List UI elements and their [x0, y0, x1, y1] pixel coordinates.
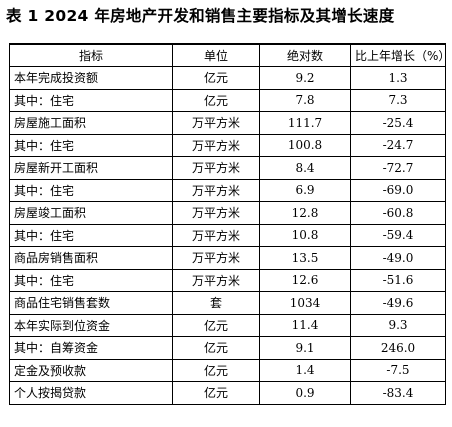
table-row: 房屋竣工面积 万平方米 12.8 -60.8: [9, 201, 446, 225]
header-unit: 单位: [172, 43, 260, 67]
row-indicator: 其中：住宅: [9, 133, 173, 157]
row-unit: 亿元: [172, 358, 260, 382]
row-absolute-value: 1034: [259, 291, 351, 315]
row-growth-rate: 7.3: [350, 88, 446, 112]
indicator-table: 指标 单位 绝对数 比上年增长（%） 本年完成投资额 亿元 9.2 1.3 其中：住宅亿…: [9, 43, 446, 405]
row-indicator: 个人按揭贷款: [9, 381, 173, 405]
row-growth-rate: -24.7: [350, 133, 446, 157]
table-row: 本年完成投资额 亿元 9.2 1.3: [9, 66, 446, 90]
row-absolute-value: 9.1: [259, 336, 351, 360]
row-indicator: 其中：自筹资金: [9, 336, 173, 360]
row-indicator: 本年实际到位资金: [9, 313, 173, 337]
table-row: 其中：住宅 万平方米 12.6 -51.6: [9, 268, 446, 292]
row-absolute-value: 11.4: [259, 313, 351, 337]
row-absolute-value: 8.4: [259, 156, 351, 180]
header-indicator: 指标: [9, 43, 173, 67]
table-row: 其中：自筹资金 亿元 9.1 246.0: [9, 336, 446, 360]
header-growth: 比上年增长（%）: [350, 43, 446, 67]
row-indicator: 商品住宅销售套数: [9, 291, 173, 315]
row-indicator: 定金及预收款: [9, 358, 173, 382]
row-unit: 亿元: [172, 66, 260, 90]
table-row: 个人按揭贷款 亿元 0.9 -83.4: [9, 381, 446, 405]
row-growth-rate: -49.6: [350, 291, 446, 315]
table-title: 表 1 2024 年房地产开发和销售主要指标及其增长速度: [6, 7, 395, 25]
row-absolute-value: 6.9: [259, 178, 351, 202]
row-absolute-value: 111.7: [259, 111, 351, 135]
table-row: 其中：住宅 万平方米 6.9 -69.0: [9, 178, 446, 202]
row-growth-rate: -60.8: [350, 201, 446, 225]
row-indicator: 房屋施工面积: [9, 111, 173, 135]
row-absolute-value: 100.8: [259, 133, 351, 157]
row-unit: 万平方米: [172, 246, 260, 270]
table-row: 商品住宅销售套数套 1034 -49.6: [9, 291, 446, 315]
row-growth-rate: -49.0: [350, 246, 446, 270]
row-growth-rate: -83.4: [350, 381, 446, 405]
table-row: 本年实际到位资金 亿元 11.4 9.3: [9, 313, 446, 337]
row-unit: 万平方米: [172, 178, 260, 202]
row-absolute-value: 13.5: [259, 246, 351, 270]
header-row: 指标 单位 绝对数 比上年增长（%）: [9, 43, 446, 67]
table-body: 本年完成投资额 亿元 9.2 1.3 其中：住宅 亿元 7.8 7.3 房屋施工面积 万平方米 11…: [9, 66, 446, 405]
row-indicator: 其中：住宅: [9, 223, 173, 247]
row-growth-rate: -7.5: [350, 358, 446, 382]
row-absolute-value: 1.4: [259, 358, 351, 382]
row-unit: 万平方米: [172, 201, 260, 225]
header-absolute: 绝对数: [259, 43, 351, 67]
row-unit: 亿元: [172, 381, 260, 405]
row-indicator: 商品房销售面积: [9, 246, 173, 270]
row-absolute-value: 10.8: [259, 223, 351, 247]
row-indicator: 本年完成投资额: [9, 66, 173, 90]
row-growth-rate: -69.0: [350, 178, 446, 202]
row-growth-rate: -51.6: [350, 268, 446, 292]
row-unit: 万平方米: [172, 268, 260, 292]
row-unit: 万平方米: [172, 111, 260, 135]
table-row: 房屋新开工面积 万平方米 8.4 -72.7: [9, 156, 446, 180]
row-absolute-value: 7.8: [259, 88, 351, 112]
row-growth-rate: 246.0: [350, 336, 446, 360]
row-growth-rate: 1.3: [350, 66, 446, 90]
table-row: 其中：住宅 万平方米 100.8 -24.7: [9, 133, 446, 157]
row-indicator: 其中：住宅: [9, 88, 173, 112]
row-growth-rate: -59.4: [350, 223, 446, 247]
row-unit: 亿元: [172, 313, 260, 337]
row-unit: 亿元: [172, 88, 260, 112]
row-indicator: 其中：住宅: [9, 178, 173, 202]
row-absolute-value: 12.8: [259, 201, 351, 225]
row-absolute-value: 0.9: [259, 381, 351, 405]
row-indicator: 其中：住宅: [9, 268, 173, 292]
table-row: 房屋施工面积 万平方米 111.7 -25.4: [9, 111, 446, 135]
row-indicator: 房屋竣工面积: [9, 201, 173, 225]
row-unit: 万平方米: [172, 156, 260, 180]
row-unit: 万平方米: [172, 133, 260, 157]
table-row: 定金及预收款 亿元 1.4 -7.5: [9, 358, 446, 382]
table-row: 商品房销售面积 万平方米 13.5 -49.0: [9, 246, 446, 270]
row-unit: 套: [172, 291, 260, 315]
row-unit: 亿元: [172, 336, 260, 360]
table-row: 其中：住宅 亿元 7.8 7.3: [9, 88, 446, 112]
row-absolute-value: 12.6: [259, 268, 351, 292]
row-unit: 万平方米: [172, 223, 260, 247]
row-growth-rate: -25.4: [350, 111, 446, 135]
row-absolute-value: 9.2: [259, 66, 351, 90]
row-growth-rate: -72.7: [350, 156, 446, 180]
table-row: 其中：住宅 万平方米 10.8 -59.4: [9, 223, 446, 247]
row-growth-rate: 9.3: [350, 313, 446, 337]
row-indicator: 房屋新开工面积: [9, 156, 173, 180]
